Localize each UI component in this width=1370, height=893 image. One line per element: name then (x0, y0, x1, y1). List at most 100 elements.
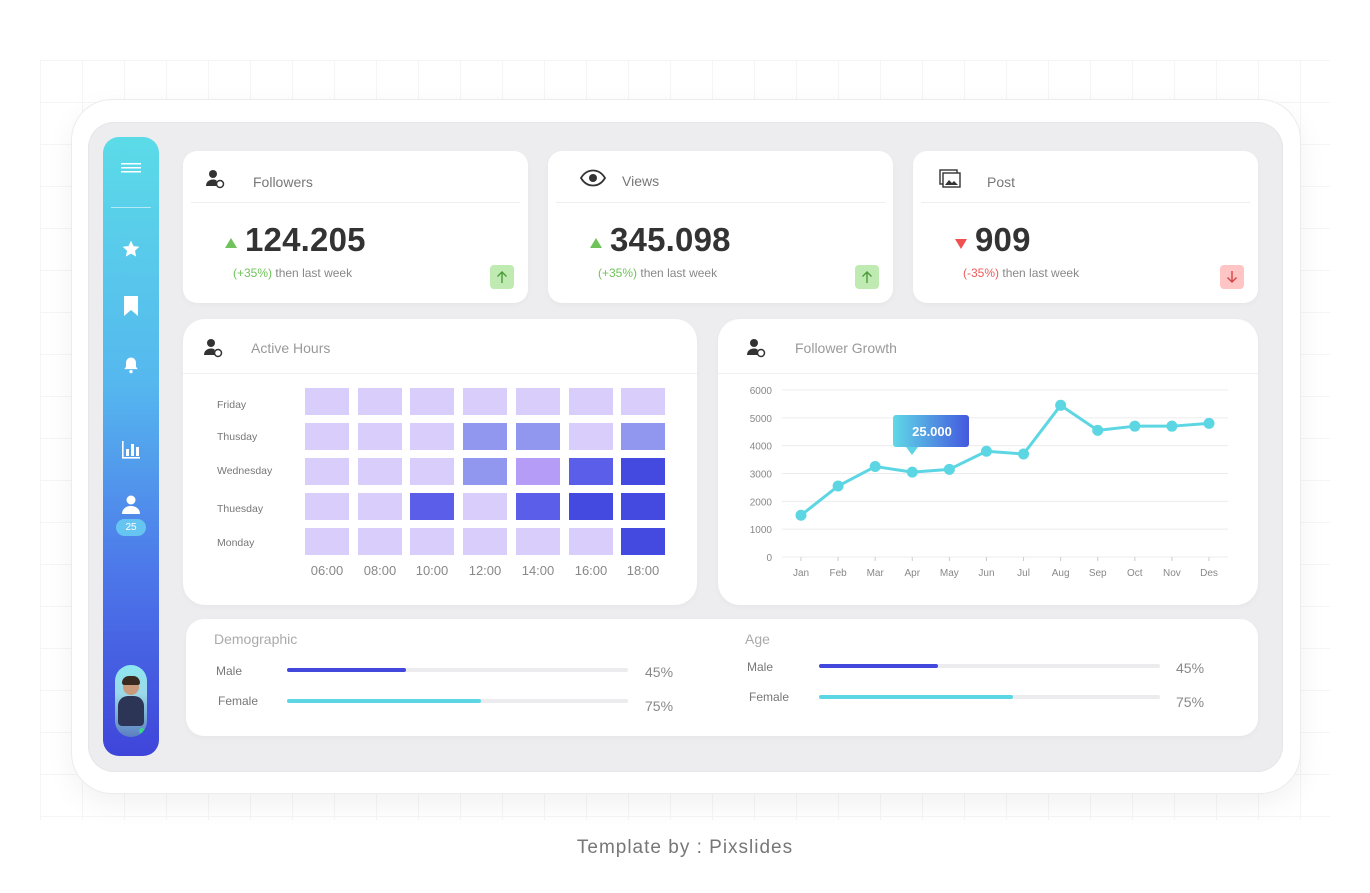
user-settings-icon (746, 338, 766, 363)
arrow-up-icon[interactable] (490, 265, 514, 289)
heatmap-cell[interactable] (516, 493, 560, 520)
user-settings-icon (205, 169, 225, 194)
y-tick-label: 1000 (750, 525, 773, 536)
menu-icon[interactable] (103, 150, 159, 186)
stat-change: (-35%) then last week (963, 266, 1080, 280)
heatmap-cell[interactable] (358, 528, 402, 555)
heatmap-cell[interactable] (410, 528, 454, 555)
heatmap-cell[interactable] (621, 528, 665, 555)
age-male-label: Male (747, 660, 774, 674)
data-point (1129, 420, 1141, 432)
heatmap-cell[interactable] (463, 423, 507, 450)
heatmap-hour-label: 08:00 (363, 563, 397, 578)
heatmap-cell[interactable] (569, 423, 613, 450)
x-tick-label: Aug (1052, 568, 1070, 579)
y-tick-label: 3000 (750, 470, 773, 481)
heatmap-cell[interactable] (621, 423, 665, 450)
data-point (869, 461, 881, 473)
heatmap-cell[interactable] (410, 493, 454, 520)
notification-badge: 25 (116, 519, 146, 536)
arrow-up-icon[interactable] (855, 265, 879, 289)
heatmap-cell[interactable] (358, 423, 402, 450)
stat-value: 909 (975, 221, 1031, 258)
heatmap-cell[interactable] (410, 423, 454, 450)
star-icon[interactable] (103, 231, 159, 267)
heatmap-hour-label: 18:00 (626, 563, 660, 578)
heatmap-cell[interactable] (305, 423, 349, 450)
heatmap-cell[interactable] (410, 458, 454, 485)
heatmap-cell[interactable] (463, 458, 507, 485)
bell-icon[interactable] (103, 347, 159, 383)
online-indicator (139, 728, 145, 734)
heatmap-cell[interactable] (358, 458, 402, 485)
stat-title: Followers (253, 173, 313, 190)
heatmap-cell[interactable] (463, 528, 507, 555)
heatmap-cell[interactable] (305, 388, 349, 415)
age-female-bar (819, 695, 1160, 699)
stat-title: Post (987, 173, 1016, 190)
heatmap-cell[interactable] (358, 493, 402, 520)
heatmap-cell[interactable] (621, 458, 665, 485)
heatmap-cell[interactable] (516, 458, 560, 485)
data-point (1166, 420, 1178, 432)
data-point (1018, 448, 1030, 460)
data-point (906, 466, 918, 478)
age-male-bar (819, 664, 1160, 668)
data-point (832, 480, 844, 492)
demographic-female-label: Female (218, 694, 259, 708)
demographic-male-pct: 45% (645, 664, 674, 680)
heatmap-hour-label: 12:00 (468, 563, 502, 578)
x-tick-label: Nov (1163, 568, 1181, 579)
bar-chart-icon[interactable] (103, 431, 159, 467)
heatmap-cell[interactable] (463, 493, 507, 520)
panel-title: Follower Growth (795, 340, 897, 356)
follower-growth-panel: Follower Growth 6000 5000 4000 3000 2000 1000… (718, 319, 1258, 605)
age-title: Age (745, 631, 770, 647)
heatmap-cell[interactable] (410, 388, 454, 415)
heatmap-cell[interactable] (569, 528, 613, 555)
heatmap-cell[interactable] (305, 528, 349, 555)
heatmap-day-label: Friday (217, 399, 247, 411)
arrow-down-icon[interactable] (1220, 265, 1244, 289)
heatmap-cell[interactable] (358, 388, 402, 415)
heatmap-cell[interactable] (305, 458, 349, 485)
data-point (1092, 424, 1104, 436)
heatmap-hour-label: 10:00 (415, 563, 449, 578)
heatmap-cell[interactable] (516, 528, 560, 555)
gallery-icon (939, 169, 961, 194)
user-icon[interactable] (103, 487, 159, 523)
heatmap-hour-label: 16:00 (574, 563, 608, 578)
x-tick-label: Jan (793, 568, 809, 579)
x-tick-label: Sep (1089, 568, 1107, 579)
heatmap-day-label: Thuesday (217, 503, 264, 515)
followers-card: Followers 124.205 (+35%) then last week (183, 151, 528, 303)
heatmap-cell[interactable] (621, 493, 665, 520)
user-avatar[interactable] (115, 665, 147, 737)
heatmap-cell[interactable] (516, 388, 560, 415)
y-tick-label: 5000 (750, 414, 773, 425)
x-tick-label: Feb (829, 568, 847, 579)
demographic-male-bar (287, 668, 628, 672)
x-tick-label: Jun (978, 568, 994, 579)
heatmap-cell[interactable] (516, 423, 560, 450)
y-tick-label: 6000 (750, 386, 773, 397)
heatmap-cell[interactable] (305, 493, 349, 520)
heatmap-cell[interactable] (569, 493, 613, 520)
y-tick-label: 0 (766, 553, 772, 564)
x-tick-label: Mar (867, 568, 885, 579)
heatmap-day-label: Wednesday (217, 465, 273, 477)
bookmark-icon[interactable] (103, 288, 159, 324)
heatmap-cell[interactable] (463, 388, 507, 415)
trend-down-icon (955, 239, 967, 249)
demographic-female-pct: 75% (645, 698, 674, 714)
heatmap-cell[interactable] (569, 458, 613, 485)
data-point (795, 509, 807, 521)
trend-up-icon (225, 238, 237, 248)
heatmap-cell[interactable] (569, 388, 613, 415)
heatmap-day-label: Monday (217, 537, 255, 549)
views-card: Views 345.098 (+35%) then last week (548, 151, 893, 303)
chart-tooltip: 25.000 (893, 415, 969, 455)
heatmap-cell[interactable] (621, 388, 665, 415)
y-tick-label: 2000 (750, 497, 773, 508)
heatmap-hour-label: 14:00 (521, 563, 555, 578)
